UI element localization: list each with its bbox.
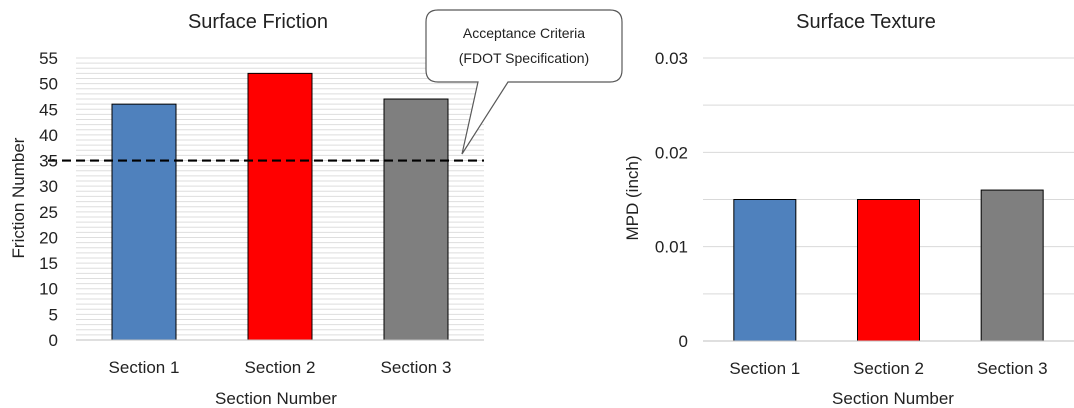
- callout-text-line1: Acceptance Criteria: [463, 25, 585, 41]
- texture-x-axis-label: Section Number: [832, 389, 954, 408]
- texture-y-tick-labels: 0 0.01 0.02 0.03: [655, 49, 688, 351]
- texture-bar-section-2: [857, 199, 920, 342]
- friction-x-axis-label: Section Number: [215, 389, 337, 408]
- friction-y-tick-label: 15: [39, 254, 58, 273]
- texture-y-tick-label: 0: [679, 332, 688, 351]
- friction-bar-section-2: [247, 72, 313, 341]
- texture-bars: [733, 189, 1044, 342]
- texture-x-tick-labels: Section 1 Section 2 Section 3: [729, 359, 1047, 378]
- friction-x-tick-label: Section 2: [245, 358, 316, 377]
- friction-y-tick-label: 20: [39, 228, 58, 247]
- friction-y-tick-label: 5: [49, 305, 58, 324]
- friction-x-tick-label: Section 1: [109, 358, 180, 377]
- friction-y-tick-label: 0: [49, 331, 58, 350]
- texture-y-tick-label: 0.03: [655, 49, 688, 68]
- friction-y-tick-label: 55: [39, 49, 58, 68]
- texture-y-tick-label: 0.02: [655, 143, 688, 162]
- friction-y-tick-label: 40: [39, 126, 58, 145]
- acceptance-criteria-callout: Acceptance Criteria (FDOT Specification): [425, 9, 623, 155]
- texture-bar-section-3: [980, 189, 1044, 342]
- friction-y-tick-label: 50: [39, 75, 58, 94]
- texture-x-tick-label: Section 2: [853, 359, 924, 378]
- texture-y-axis-label: MPD (inch): [623, 155, 642, 240]
- friction-y-tick-label: 45: [39, 100, 58, 119]
- friction-y-axis-label: Friction Number: [9, 137, 28, 258]
- callout-bubble: [425, 9, 623, 155]
- friction-y-tick-label: 25: [39, 203, 58, 222]
- friction-y-tick-label: 10: [39, 280, 58, 299]
- surface-texture-chart: 00.010.020.03 Section 1 Section 2 Section …: [623, 11, 1074, 408]
- friction-x-tick-label: Section 3: [381, 358, 452, 377]
- friction-y-tick-labels: 0 5 10 15 20 25 30 35 40 45 50 55: [39, 49, 58, 350]
- friction-x-tick-labels: Section 1 Section 2 Section 3: [109, 358, 452, 377]
- texture-chart-title: Surface Texture: [796, 11, 936, 33]
- texture-bar-section-1: [733, 199, 797, 342]
- texture-x-tick-label: Section 1: [729, 359, 800, 378]
- friction-y-tick-label: 30: [39, 177, 58, 196]
- friction-bar-section-3: [383, 98, 449, 341]
- texture-y-tick-label: 0.01: [655, 238, 688, 257]
- friction-bars: [111, 72, 449, 341]
- friction-y-tick-label: 35: [39, 152, 58, 171]
- friction-chart-title: Surface Friction: [188, 11, 328, 33]
- texture-x-tick-label: Section 3: [977, 359, 1048, 378]
- friction-bar-section-1: [111, 103, 177, 341]
- callout-text-line2: (FDOT Specification): [459, 50, 589, 66]
